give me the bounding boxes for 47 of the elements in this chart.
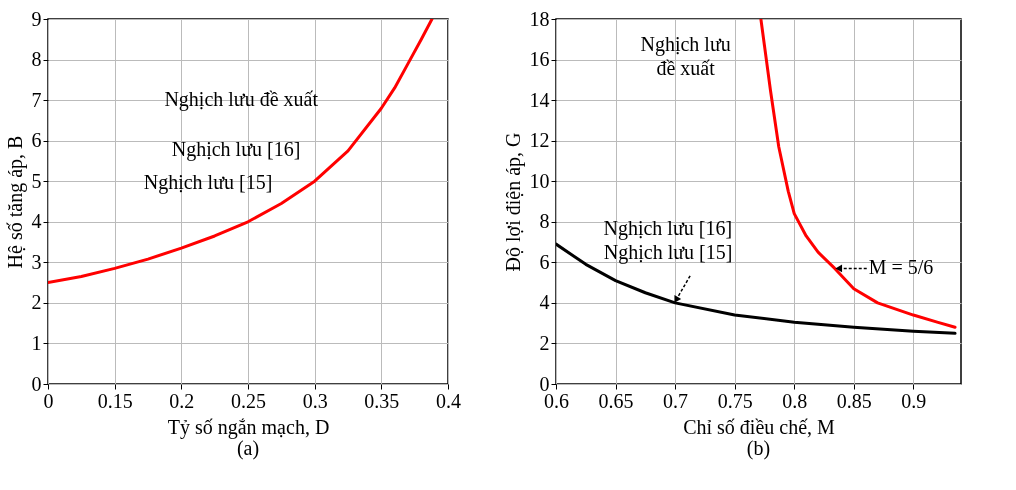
annotation: Nghịch lưu [15] bbox=[143, 171, 273, 195]
x-tick-label: 0.35 bbox=[364, 389, 400, 412]
y-tick-label: 0 bbox=[539, 372, 550, 395]
x-axis-title: Tỷ số ngắn mạch, D bbox=[167, 415, 330, 439]
y-tick-label: 18 bbox=[529, 7, 550, 30]
line-series bbox=[759, 19, 957, 329]
y-tick-label: 16 bbox=[529, 48, 550, 71]
line-series bbox=[48, 19, 434, 285]
y-tick-label: 7 bbox=[31, 88, 42, 111]
y-tick-label: 5 bbox=[31, 169, 42, 192]
y-axis-title: Hệ số tăng áp, B bbox=[3, 135, 27, 269]
x-tick-label: 0.65 bbox=[598, 389, 634, 412]
y-tick-label: 3 bbox=[31, 250, 42, 273]
y-tick-label: 2 bbox=[539, 331, 550, 354]
y-tick-label: 9 bbox=[31, 7, 42, 30]
annotation: Nghịch lưu [15] bbox=[603, 240, 733, 264]
y-tick-label: 8 bbox=[539, 210, 550, 233]
y-tick-label: 4 bbox=[539, 291, 550, 314]
y-axis-title: Độ lợi điện áp, G bbox=[501, 132, 525, 272]
x-tick-label: 0.75 bbox=[717, 389, 753, 412]
x-tick-label: 0.2 bbox=[169, 389, 195, 412]
x-tick-label: 0.9 bbox=[901, 389, 927, 412]
y-tick-label: 8 bbox=[31, 48, 42, 71]
y-tick-label: 12 bbox=[529, 129, 550, 152]
annotation: Nghịch lưu [16] bbox=[603, 216, 733, 240]
annotation: Nghịch lưu [16] bbox=[171, 137, 301, 161]
text: (b) bbox=[746, 437, 771, 460]
x-tick-label: 0.7 bbox=[663, 389, 689, 412]
x-tick-label: 0.4 bbox=[436, 389, 461, 412]
y-tick-label: 6 bbox=[539, 250, 550, 273]
y-tick-label: 0 bbox=[31, 372, 42, 395]
x-tick-label: 0.8 bbox=[782, 389, 808, 412]
x-tick-label: 0.3 bbox=[302, 389, 328, 412]
y-tick-label: 4 bbox=[31, 210, 42, 233]
x-axis-title: Chỉ số điều chế, M bbox=[683, 415, 836, 438]
x-tick-label: 0.85 bbox=[836, 389, 872, 412]
y-tick-label: 2 bbox=[31, 291, 42, 314]
y-tick-label: 14 bbox=[529, 88, 550, 111]
text: (a) bbox=[236, 437, 260, 460]
annotation: M = 5/6 bbox=[868, 256, 934, 279]
x-tick-label: 0.25 bbox=[231, 389, 266, 412]
x-tick-label: 0.15 bbox=[97, 389, 133, 412]
y-tick-label: 6 bbox=[31, 129, 42, 152]
annotation: Nghịch lưu đề xuất bbox=[164, 88, 319, 112]
y-tick-label: 1 bbox=[31, 331, 42, 354]
y-tick-label: 10 bbox=[529, 169, 550, 192]
annotation: Nghịch lưu đề xuất bbox=[640, 32, 731, 79]
